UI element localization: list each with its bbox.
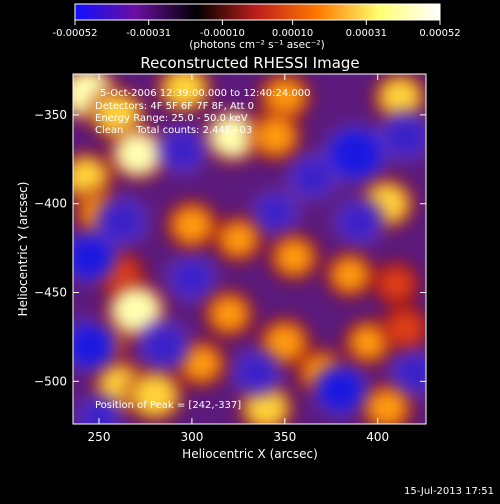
heatmap-blob-positive xyxy=(264,322,306,362)
heatmap-blob-positive xyxy=(366,388,408,424)
heatmap-blob-negative xyxy=(143,326,185,366)
heatmap-blob-negative xyxy=(81,400,117,424)
heatmap-blob-negative xyxy=(395,354,426,391)
heatmap-blob-positive xyxy=(254,116,297,156)
colorbar xyxy=(74,3,441,21)
heatmap-blob-positive xyxy=(208,114,257,159)
info-line-energy: Energy Range: 25.0 - 50.0 keV xyxy=(95,113,248,124)
heatmap-blob-positive xyxy=(330,256,370,293)
heatmap-blob-positive xyxy=(181,344,222,383)
heatmap-blob-positive xyxy=(349,324,388,361)
heatmap-blob-positive xyxy=(94,93,141,137)
heatmap-blob-negative xyxy=(73,325,113,367)
chart-title: Reconstructed RHESSI Image xyxy=(140,54,359,72)
y-tick-label: −350 xyxy=(34,108,67,122)
heatmap-blob-negative xyxy=(172,260,212,297)
y-tick-label: −500 xyxy=(34,374,67,388)
y-tick-label: −450 xyxy=(34,286,67,300)
colorbar-tick-label: -0.00010 xyxy=(200,28,245,39)
colorbar-unit-label: (photons cm⁻² s⁻¹ asec⁻²) xyxy=(189,39,324,51)
colorbar-tick-label: 0.00031 xyxy=(346,28,387,39)
x-tick-label: 250 xyxy=(88,430,111,444)
x-tick-label: 300 xyxy=(180,430,203,444)
info-line-time: 5-Oct-2006 12:39:00.000 to 12:40:24.000 xyxy=(100,88,311,99)
heatmap-blob-positive xyxy=(264,77,306,117)
heatmap-blob-negative xyxy=(100,202,143,241)
heatmap-blob-negative xyxy=(257,195,294,230)
heatmap-blob-positive xyxy=(171,205,213,245)
heatmap-blob-positive xyxy=(209,295,249,333)
heatmap-blob-negative xyxy=(318,369,363,412)
heatmap-blob-positive xyxy=(162,74,207,109)
x-tick-label: 400 xyxy=(366,430,389,444)
x-tick-label: 350 xyxy=(273,430,296,444)
colorbar-tick-label: -0.00031 xyxy=(126,28,171,39)
heatmap-blob-negative xyxy=(329,129,382,178)
colorbar-tick-label: -0.00052 xyxy=(53,28,98,39)
heatmap-blob-negative xyxy=(237,354,277,391)
heatmap-blob-negative xyxy=(384,116,426,156)
heatmap-blob-positive xyxy=(110,286,162,334)
y-axis-ticks: −350 −400 −450 −500 xyxy=(34,108,426,388)
heatmap-blob-positive xyxy=(219,221,258,258)
y-tick-label: −400 xyxy=(34,197,67,211)
heatmap-blob-negative xyxy=(293,158,332,196)
heatmap-blob-negative xyxy=(163,132,202,169)
info-line-clean: Clean Total counts: 2.44E+03 xyxy=(95,125,252,136)
plot-frame xyxy=(72,73,427,425)
heatmap-blob-positive xyxy=(378,266,414,301)
heatmap-blob-negative xyxy=(73,236,113,278)
y-axis-label: Heliocentric Y (arcsec) xyxy=(16,182,30,317)
x-axis-ticks: 250 300 350 400 xyxy=(88,74,389,444)
heatmap-blob-negative xyxy=(339,203,379,240)
heatmap-blob-positive xyxy=(114,131,162,177)
colorbar-tick-label: 0.00010 xyxy=(272,28,313,39)
info-line-detectors: Detectors: 4F 5F 6F 7F 8F, Att 0 xyxy=(95,101,254,112)
colorbar-tick-label: 0.00052 xyxy=(419,28,460,39)
heatmap xyxy=(73,74,426,424)
heatmap-blob-positive xyxy=(73,156,108,198)
heatmap-blob-positive xyxy=(274,238,314,276)
x-axis-label: Heliocentric X (arcsec) xyxy=(182,447,318,461)
footer-timestamp: 15-Jul-2013 17:51 xyxy=(404,486,494,497)
heatmap-blob-positive xyxy=(386,310,425,346)
colorbar-ticks: -0.00052 -0.00031 -0.00010 0.00010 0.00031 0.… xyxy=(53,20,461,39)
heatmap-blob-positive xyxy=(131,373,179,418)
peak-position-label: Position of Peak = [242,-337] xyxy=(95,400,241,411)
heatmap-blob-positive xyxy=(378,76,422,118)
